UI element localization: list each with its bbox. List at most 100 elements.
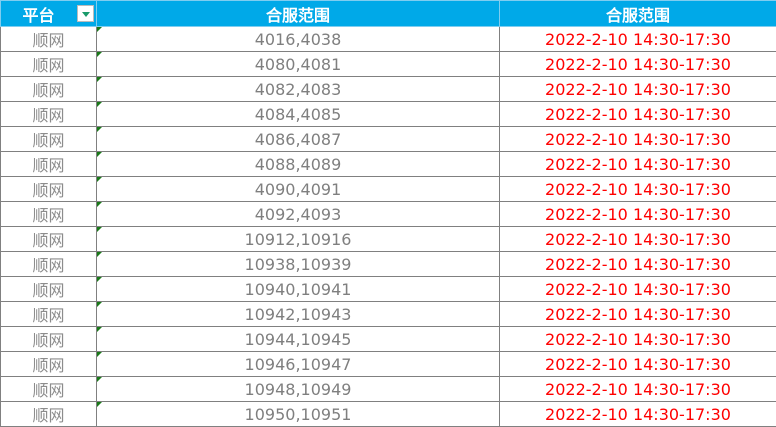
time-cell[interactable]: 2022-2-10 14:30-17:30 bbox=[499, 76, 776, 102]
platform-cell[interactable]: 顺网 bbox=[0, 151, 97, 177]
table-row: 顺网 4082,4083 2022-2-10 14:30-17:30 bbox=[0, 76, 776, 102]
table-row: 顺网 4092,4093 2022-2-10 14:30-17:30 bbox=[0, 201, 776, 227]
table-row: 顺网 10948,10949 2022-2-10 14:30-17:30 bbox=[0, 376, 776, 402]
range-cell[interactable]: 10938,10939 bbox=[96, 251, 500, 277]
platform-cell[interactable]: 顺网 bbox=[0, 376, 97, 402]
range-value: 10950,10951 bbox=[244, 404, 352, 424]
platform-cell[interactable]: 顺网 bbox=[0, 176, 97, 202]
time-cell[interactable]: 2022-2-10 14:30-17:30 bbox=[499, 226, 776, 252]
table-row: 顺网 4016,4038 2022-2-10 14:30-17:30 bbox=[0, 26, 776, 52]
platform-cell[interactable]: 顺网 bbox=[0, 326, 97, 352]
text-number-indicator-icon bbox=[97, 327, 102, 332]
range-value: 4090,4091 bbox=[254, 179, 342, 199]
range-value: 4088,4089 bbox=[254, 154, 342, 174]
range-cell[interactable]: 10950,10951 bbox=[96, 401, 500, 427]
time-cell[interactable]: 2022-2-10 14:30-17:30 bbox=[499, 276, 776, 302]
platform-cell[interactable]: 顺网 bbox=[0, 226, 97, 252]
table-row: 顺网 10942,10943 2022-2-10 14:30-17:30 bbox=[0, 301, 776, 327]
table-row: 顺网 4086,4087 2022-2-10 14:30-17:30 bbox=[0, 126, 776, 152]
time-cell[interactable]: 2022-2-10 14:30-17:30 bbox=[499, 126, 776, 152]
platform-cell[interactable]: 顺网 bbox=[0, 351, 97, 377]
range-cell[interactable]: 4080,4081 bbox=[96, 51, 500, 77]
text-number-indicator-icon bbox=[97, 202, 102, 207]
table-row: 顺网 10938,10939 2022-2-10 14:30-17:30 bbox=[0, 251, 776, 277]
range-value: 4080,4081 bbox=[254, 54, 342, 74]
range-cell[interactable]: 10942,10943 bbox=[96, 301, 500, 327]
text-number-indicator-icon bbox=[97, 102, 102, 107]
text-number-indicator-icon bbox=[97, 52, 102, 57]
time-cell[interactable]: 2022-2-10 14:30-17:30 bbox=[499, 201, 776, 227]
range-cell[interactable]: 4086,4087 bbox=[96, 126, 500, 152]
table-row: 顺网 4084,4085 2022-2-10 14:30-17:30 bbox=[0, 101, 776, 127]
platform-cell[interactable]: 顺网 bbox=[0, 401, 97, 427]
text-number-indicator-icon bbox=[97, 352, 102, 357]
header-platform-label: 平台 bbox=[22, 5, 55, 25]
platform-cell[interactable]: 顺网 bbox=[0, 251, 97, 277]
platform-cell[interactable]: 顺网 bbox=[0, 126, 97, 152]
range-value: 10946,10947 bbox=[244, 354, 352, 374]
platform-cell[interactable]: 顺网 bbox=[0, 301, 97, 327]
range-cell[interactable]: 10940,10941 bbox=[96, 276, 500, 302]
table-row: 顺网 10940,10941 2022-2-10 14:30-17:30 bbox=[0, 276, 776, 302]
text-number-indicator-icon bbox=[97, 177, 102, 182]
time-cell[interactable]: 2022-2-10 14:30-17:30 bbox=[499, 251, 776, 277]
time-cell[interactable]: 2022-2-10 14:30-17:30 bbox=[499, 351, 776, 377]
platform-cell[interactable]: 顺网 bbox=[0, 76, 97, 102]
text-number-indicator-icon bbox=[97, 227, 102, 232]
table-row: 顺网 4090,4091 2022-2-10 14:30-17:30 bbox=[0, 176, 776, 202]
text-number-indicator-icon bbox=[97, 402, 102, 407]
text-number-indicator-icon bbox=[97, 377, 102, 382]
platform-cell[interactable]: 顺网 bbox=[0, 26, 97, 52]
range-value: 4086,4087 bbox=[254, 129, 342, 149]
platform-cell[interactable]: 顺网 bbox=[0, 101, 97, 127]
range-value: 10940,10941 bbox=[244, 279, 352, 299]
header-range[interactable]: 合服范围 bbox=[96, 0, 500, 27]
text-number-indicator-icon bbox=[97, 252, 102, 257]
range-value: 10948,10949 bbox=[244, 379, 352, 399]
text-number-indicator-icon bbox=[97, 127, 102, 132]
table-row: 顺网 10944,10945 2022-2-10 14:30-17:30 bbox=[0, 326, 776, 352]
time-cell[interactable]: 2022-2-10 14:30-17:30 bbox=[499, 176, 776, 202]
table-row: 顺网 10946,10947 2022-2-10 14:30-17:30 bbox=[0, 351, 776, 377]
filter-dropdown-icon[interactable] bbox=[77, 5, 94, 22]
range-value: 10942,10943 bbox=[244, 304, 352, 324]
range-cell[interactable]: 4084,4085 bbox=[96, 101, 500, 127]
time-cell[interactable]: 2022-2-10 14:30-17:30 bbox=[499, 326, 776, 352]
time-cell[interactable]: 2022-2-10 14:30-17:30 bbox=[499, 376, 776, 402]
range-cell[interactable]: 10912,10916 bbox=[96, 226, 500, 252]
header-row: 平台 合服范围 合服范围 bbox=[0, 0, 776, 27]
table-row: 顺网 4080,4081 2022-2-10 14:30-17:30 bbox=[0, 51, 776, 77]
time-cell[interactable]: 2022-2-10 14:30-17:30 bbox=[499, 51, 776, 77]
time-cell[interactable]: 2022-2-10 14:30-17:30 bbox=[499, 26, 776, 52]
text-number-indicator-icon bbox=[97, 152, 102, 157]
range-cell[interactable]: 4088,4089 bbox=[96, 151, 500, 177]
header-platform[interactable]: 平台 bbox=[0, 0, 97, 27]
header-time[interactable]: 合服范围 bbox=[499, 0, 776, 27]
range-cell[interactable]: 10948,10949 bbox=[96, 376, 500, 402]
platform-cell[interactable]: 顺网 bbox=[0, 51, 97, 77]
text-number-indicator-icon bbox=[97, 77, 102, 82]
range-cell[interactable]: 4082,4083 bbox=[96, 76, 500, 102]
table-row: 顺网 10950,10951 2022-2-10 14:30-17:30 bbox=[0, 401, 776, 427]
range-value: 4082,4083 bbox=[254, 79, 342, 99]
range-cell[interactable]: 10944,10945 bbox=[96, 326, 500, 352]
range-value: 4092,4093 bbox=[254, 204, 342, 224]
range-value: 10938,10939 bbox=[244, 254, 352, 274]
time-cell[interactable]: 2022-2-10 14:30-17:30 bbox=[499, 401, 776, 427]
range-cell[interactable]: 10946,10947 bbox=[96, 351, 500, 377]
time-cell[interactable]: 2022-2-10 14:30-17:30 bbox=[499, 101, 776, 127]
range-cell[interactable]: 4092,4093 bbox=[96, 201, 500, 227]
text-number-indicator-icon bbox=[97, 302, 102, 307]
table-row: 顺网 4088,4089 2022-2-10 14:30-17:30 bbox=[0, 151, 776, 177]
range-cell[interactable]: 4090,4091 bbox=[96, 176, 500, 202]
range-cell[interactable]: 4016,4038 bbox=[96, 26, 500, 52]
time-cell[interactable]: 2022-2-10 14:30-17:30 bbox=[499, 151, 776, 177]
platform-cell[interactable]: 顺网 bbox=[0, 276, 97, 302]
text-number-indicator-icon bbox=[97, 277, 102, 282]
range-value: 10944,10945 bbox=[244, 329, 352, 349]
text-number-indicator-icon bbox=[97, 27, 102, 32]
range-value: 4016,4038 bbox=[254, 29, 342, 49]
time-cell[interactable]: 2022-2-10 14:30-17:30 bbox=[499, 301, 776, 327]
platform-cell[interactable]: 顺网 bbox=[0, 201, 97, 227]
